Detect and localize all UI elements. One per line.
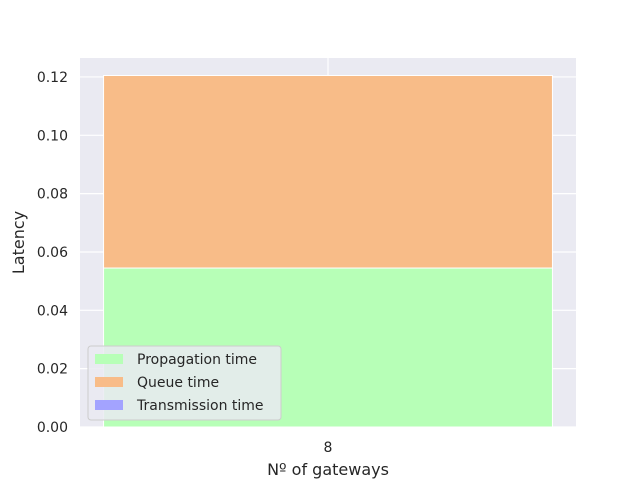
legend-swatch <box>95 400 123 410</box>
y-tick-label: 0.08 <box>37 187 68 203</box>
x-tick-label: 8 <box>324 440 333 456</box>
legend-box <box>87 345 282 421</box>
y-tick-label: 0.10 <box>37 128 68 144</box>
legend-entry-label: Propagation time <box>137 352 257 368</box>
y-axis-label: Latency <box>9 211 28 274</box>
y-tick-label: 0.02 <box>37 362 68 378</box>
y-tick-label: 0.04 <box>37 303 68 319</box>
legend-entry-label: Queue time <box>137 375 219 391</box>
x-tick-labels: 8 <box>324 440 333 456</box>
y-tick-label: 0.06 <box>37 245 68 261</box>
legend-entry-label: Transmission time <box>136 398 264 414</box>
x-axis-label: Nº of gateways <box>267 460 389 479</box>
legend-swatch <box>95 377 123 387</box>
bar-queue-time <box>103 75 553 269</box>
y-tick-labels: 0.00 0.02 0.04 0.06 0.08 0.10 0.12 <box>37 70 68 436</box>
y-tick-label: 0.00 <box>37 420 68 436</box>
bars <box>103 75 553 428</box>
y-tick-label: 0.12 <box>37 70 68 86</box>
legend-swatch <box>95 354 123 364</box>
legend: Propagation time Queue time Transmission t… <box>87 345 282 421</box>
